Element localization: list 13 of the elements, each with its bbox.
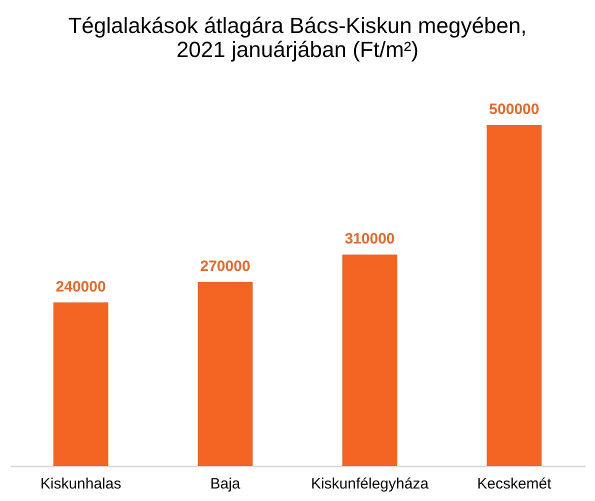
chart-title: Téglalakások átlagára Bács-Kiskun megyében, 2021 januárjában (Ft/m²) — [68, 13, 527, 62]
bar — [342, 254, 398, 466]
bar — [198, 282, 253, 466]
bar — [486, 125, 542, 466]
x-tick-label: Kecskemét — [477, 476, 552, 492]
x-tick-label: Kiskunhalas — [40, 476, 122, 492]
data-label: 500000 — [489, 101, 540, 118]
data-label: 270000 — [200, 258, 250, 275]
data-label: 240000 — [56, 278, 106, 296]
x-tick-label: Kiskunfélegyháza — [310, 476, 430, 492]
data-label: 310000 — [344, 230, 395, 248]
bar — [53, 302, 108, 466]
x-tick-label: Baja — [210, 476, 241, 492]
